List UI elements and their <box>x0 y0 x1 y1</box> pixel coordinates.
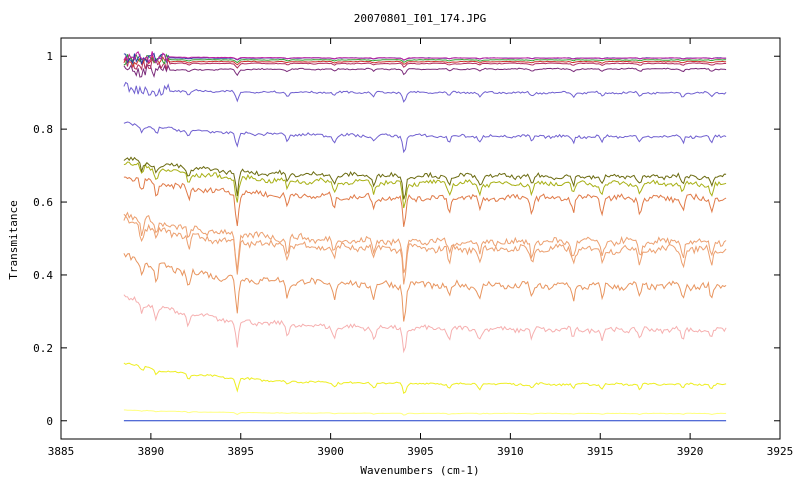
y-tick-label: 0.8 <box>33 123 53 136</box>
axis-ticks: 3885 3890 3895 3900 3905 3910 3915 3920 3925 0 0.2… <box>33 38 793 458</box>
series-line <box>123 253 727 322</box>
series-line <box>123 53 727 66</box>
x-tick-label: 3910 <box>497 445 524 458</box>
x-tick-label: 3915 <box>587 445 614 458</box>
y-tick-label: 0.2 <box>33 342 53 355</box>
series-line <box>123 409 727 416</box>
series-line <box>123 294 727 354</box>
y-axis-label: Transmitance <box>7 200 20 279</box>
x-tick-label: 3890 <box>138 445 165 458</box>
x-tick-label: 3885 <box>48 445 75 458</box>
series-line <box>123 54 727 69</box>
chart-title: 20070801_I01_174.JPG <box>354 12 486 25</box>
series-layer <box>123 50 727 422</box>
series-line <box>123 156 727 200</box>
x-tick-label: 3925 <box>767 445 794 458</box>
plot-area <box>60 37 781 440</box>
series-line <box>123 176 727 227</box>
x-tick-label: 3895 <box>228 445 255 458</box>
series-line <box>123 57 727 71</box>
y-tick-label: 0.6 <box>33 196 53 209</box>
series-line <box>123 211 727 274</box>
series-line <box>123 121 727 154</box>
series-line <box>123 215 727 285</box>
series-line <box>123 362 727 395</box>
x-tick-label: 3900 <box>317 445 344 458</box>
series-line <box>123 161 727 209</box>
series-line <box>123 50 727 64</box>
y-tick-label: 0.4 <box>33 269 53 282</box>
x-tick-label: 3905 <box>407 445 434 458</box>
series-line <box>123 81 727 103</box>
series-line <box>123 64 727 79</box>
y-tick-label: 1 <box>46 50 53 63</box>
y-tick-label: 0 <box>46 415 53 428</box>
x-tick-label: 3920 <box>677 445 704 458</box>
x-axis-label: Wavenumbers (cm-1) <box>360 464 479 477</box>
